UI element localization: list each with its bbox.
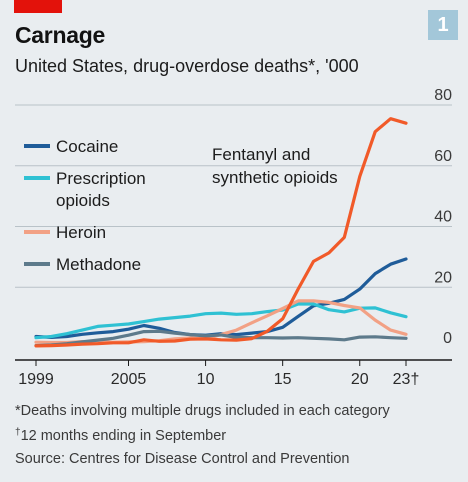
annotation-fentanyl-1: synthetic opioids	[212, 168, 338, 187]
dagger-mark: †	[15, 427, 21, 438]
footnote-twelve-months-text: 12 months ending in September	[20, 428, 227, 444]
y-tick-label-20: 20	[434, 269, 452, 286]
legend-label-prescription-opioids-1: opioids	[56, 191, 110, 210]
x-tick-label-2020: 20	[351, 371, 369, 388]
x-tick-label-2015: 15	[274, 371, 292, 388]
y-tick-label-40: 40	[434, 209, 452, 226]
y-tick-label-60: 60	[434, 148, 452, 165]
series-line-fentanyl-and-synthetic-opioids	[34, 117, 408, 348]
line-chart: 0 20 40 60 80 1999 2005 10 15 20 23† Cocaine Prescri…	[15, 87, 452, 388]
footnote-twelve-months: †12 months ending in September	[15, 427, 226, 444]
legend-label-methadone: Methadone	[56, 255, 141, 274]
x-tick-label-2005: 2005	[111, 371, 147, 388]
x-tick-label-1999: 1999	[18, 371, 54, 388]
chart-title: Carnage	[15, 22, 105, 48]
legend-label-cocaine: Cocaine	[56, 137, 118, 156]
x-tick-label-2023: 23†	[393, 371, 420, 388]
chart-subtitle: United States, drug-overdose deaths*, '0…	[15, 56, 359, 76]
chart-number-badge: 1	[428, 10, 458, 40]
legend-label-heroin: Heroin	[56, 223, 106, 242]
brand-red-tag	[14, 0, 62, 13]
source-note: Source: Centres for Disease Control and …	[15, 451, 350, 467]
legend-label-prescription-opioids: Prescription	[56, 169, 146, 188]
annotation-fentanyl-0: Fentanyl and	[212, 145, 310, 164]
series-line-methadone	[34, 329, 408, 348]
x-tick-label-2010: 10	[197, 371, 215, 388]
footnote-multiple-drugs: *Deaths involving multiple drugs include…	[15, 403, 390, 419]
y-tick-label-80: 80	[434, 87, 452, 104]
y-tick-label-0: 0	[443, 330, 452, 347]
series-line-prescription-opioids	[34, 302, 408, 340]
